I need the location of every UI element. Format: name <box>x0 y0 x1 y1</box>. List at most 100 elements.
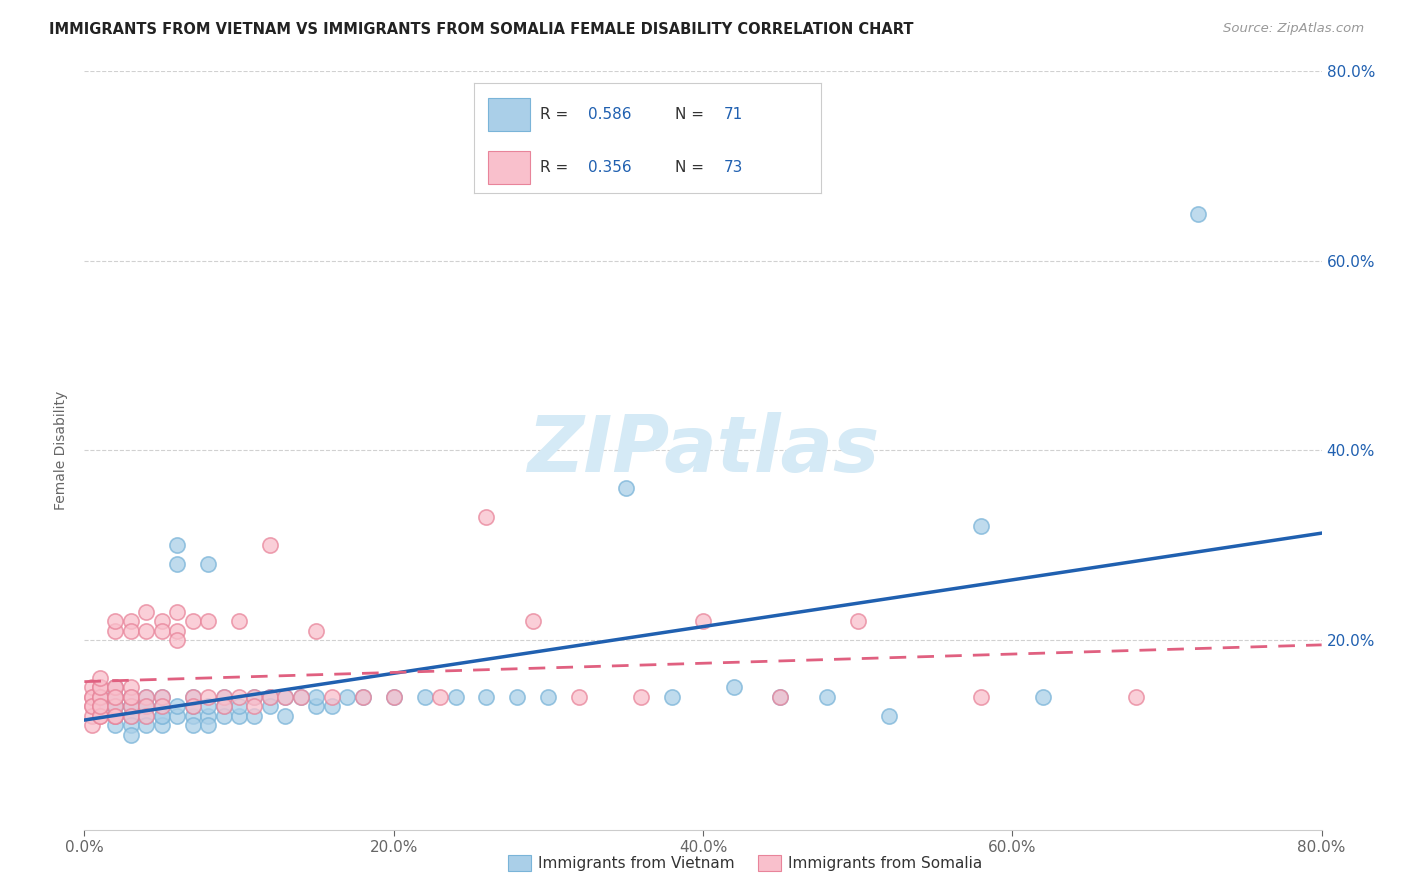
Point <box>150 718 173 732</box>
Point <box>166 605 188 619</box>
Point <box>89 681 111 695</box>
Point <box>150 708 173 723</box>
Point <box>135 699 157 714</box>
Point <box>181 699 204 714</box>
Point <box>568 690 591 704</box>
Point <box>89 690 111 704</box>
Point <box>243 690 266 704</box>
Point <box>89 690 111 704</box>
Point <box>444 690 467 704</box>
Text: IMMIGRANTS FROM VIETNAM VS IMMIGRANTS FROM SOMALIA FEMALE DISABILITY CORRELATION: IMMIGRANTS FROM VIETNAM VS IMMIGRANTS FR… <box>49 22 914 37</box>
Point <box>120 708 142 723</box>
Point <box>89 681 111 695</box>
Point <box>135 605 157 619</box>
Point <box>290 690 312 704</box>
Point <box>274 690 297 704</box>
Point <box>135 690 157 704</box>
Point <box>197 557 219 572</box>
Point <box>89 690 111 704</box>
Point <box>290 690 312 704</box>
Point <box>212 699 235 714</box>
Point <box>82 718 104 732</box>
Text: Source: ZipAtlas.com: Source: ZipAtlas.com <box>1223 22 1364 36</box>
Point <box>89 699 111 714</box>
Point <box>135 708 157 723</box>
Point <box>259 690 281 704</box>
Point <box>104 708 127 723</box>
Point <box>305 690 328 704</box>
Point <box>877 708 900 723</box>
Point <box>104 708 127 723</box>
Point <box>228 699 250 714</box>
Point <box>769 690 792 704</box>
Point <box>537 690 560 704</box>
Point <box>104 690 127 704</box>
Point <box>104 614 127 628</box>
Point <box>181 690 204 704</box>
Point <box>150 690 173 704</box>
Point <box>135 708 157 723</box>
Point <box>243 699 266 714</box>
Point <box>120 690 142 704</box>
Point <box>120 681 142 695</box>
Point <box>321 690 343 704</box>
Point <box>89 699 111 714</box>
Point <box>382 690 405 704</box>
Point <box>150 624 173 638</box>
Point <box>120 718 142 732</box>
Point <box>120 699 142 714</box>
Point <box>475 509 498 524</box>
Point <box>1125 690 1147 704</box>
Point <box>82 699 104 714</box>
Point <box>630 690 652 704</box>
Point <box>104 624 127 638</box>
Legend: Immigrants from Vietnam, Immigrants from Somalia: Immigrants from Vietnam, Immigrants from… <box>503 850 987 875</box>
Point <box>181 614 204 628</box>
Point <box>104 690 127 704</box>
Point <box>120 728 142 742</box>
Point <box>104 681 127 695</box>
Point <box>120 624 142 638</box>
Point <box>82 708 104 723</box>
Point <box>89 708 111 723</box>
Point <box>120 699 142 714</box>
Point <box>243 690 266 704</box>
Point <box>82 699 104 714</box>
Point <box>104 699 127 714</box>
Point <box>321 699 343 714</box>
Point <box>150 690 173 704</box>
Point <box>181 699 204 714</box>
Y-axis label: Female Disability: Female Disability <box>55 391 69 510</box>
Point <box>135 699 157 714</box>
Point <box>228 690 250 704</box>
Point <box>166 557 188 572</box>
Point <box>305 699 328 714</box>
Point <box>661 690 683 704</box>
Point <box>120 614 142 628</box>
Point <box>382 690 405 704</box>
Point <box>475 690 498 704</box>
Point <box>614 482 637 496</box>
Point <box>120 690 142 704</box>
Point <box>82 690 104 704</box>
Point <box>352 690 374 704</box>
Point <box>120 708 142 723</box>
Point <box>104 708 127 723</box>
Point <box>150 614 173 628</box>
Point <box>970 519 993 533</box>
Point <box>150 699 173 714</box>
Point <box>413 690 436 704</box>
Point <box>181 708 204 723</box>
Point <box>336 690 359 704</box>
Point <box>166 538 188 552</box>
Point <box>104 690 127 704</box>
Point <box>104 681 127 695</box>
Point <box>150 708 173 723</box>
Point <box>212 690 235 704</box>
Point <box>274 708 297 723</box>
Point <box>212 699 235 714</box>
Point <box>104 690 127 704</box>
Point <box>243 708 266 723</box>
Point <box>82 681 104 695</box>
Point <box>228 708 250 723</box>
